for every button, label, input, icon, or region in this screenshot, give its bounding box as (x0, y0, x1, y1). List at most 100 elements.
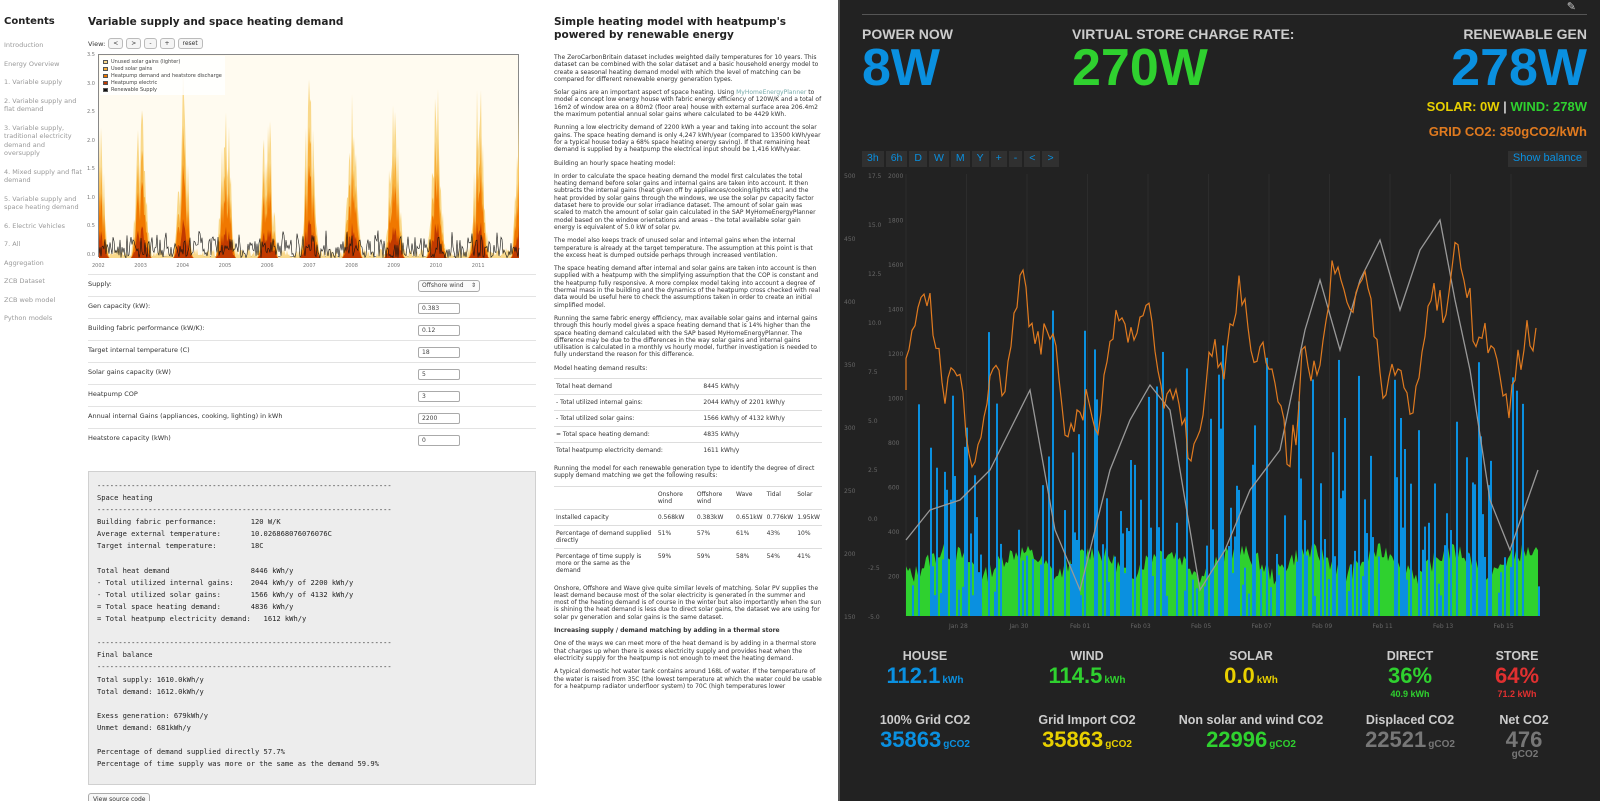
house-demand-bar (1444, 545, 1446, 616)
sidebar-item[interactable]: ZCB Dataset (4, 277, 45, 285)
form-row: Annual internal Gains (appliances, cooki… (88, 406, 536, 428)
sidebar-item[interactable]: 7. All (4, 240, 21, 248)
table-cell: 43% (764, 524, 796, 549)
model-inputs: Supply: Offshore wind ⇕ Gen capacity (kW): 0… (88, 274, 536, 450)
view-button[interactable]: > (126, 38, 142, 49)
stat-value: 64% (1467, 663, 1567, 689)
house-demand-bar (1124, 573, 1126, 616)
house-demand-bar (1232, 573, 1234, 616)
view-source-button[interactable]: View source code (88, 793, 151, 801)
house-demand-bar (1422, 549, 1424, 616)
table-cell: 51% (655, 524, 695, 549)
timeseries-chart[interactable] (98, 54, 520, 259)
house-demand-bar (1148, 396, 1150, 616)
legend-swatch (103, 80, 108, 85)
view-button[interactable]: + (159, 38, 175, 49)
time-button[interactable]: < (1024, 151, 1041, 167)
sidebar-item[interactable]: Aggregation (4, 258, 44, 267)
house-demand-bar (1324, 539, 1326, 616)
x-tick-label: Feb 11 (1373, 623, 1393, 630)
time-button[interactable]: W (928, 151, 949, 167)
form-input[interactable]: 3 (418, 391, 460, 402)
stat-store: STORE 64% 71.2 kWh (1467, 649, 1567, 699)
sidebar-item[interactable]: 5. Variable supply and space heating dem… (4, 194, 79, 212)
view-button[interactable]: - (144, 38, 157, 49)
sidebar-item[interactable]: 4. Mixed supply and flat demand (4, 167, 82, 185)
x-tick-label: 2008 (345, 263, 358, 269)
time-button[interactable]: Y (971, 151, 989, 167)
legend-label: Heatpump demand and heatstore discharge (111, 72, 222, 79)
time-button[interactable]: M (950, 151, 970, 167)
sidebar-item[interactable]: 6. Electric Vehicles (4, 221, 66, 230)
axis-label: 1400 (888, 307, 903, 314)
house-demand-bar (1220, 428, 1222, 616)
sidebar-item[interactable]: Introduction (4, 41, 44, 49)
view-controls: View: < > - + reset (88, 38, 203, 49)
article-paragraph: Running a low electricity demand of 2200… (554, 124, 821, 154)
stat-number: 112.1 (886, 663, 941, 688)
house-demand-bar (1130, 460, 1132, 616)
form-input[interactable]: 0.12 (418, 325, 460, 336)
house-demand-bar (1276, 553, 1278, 616)
table-cell: 10% (795, 524, 822, 549)
house-demand-bar (1396, 477, 1398, 616)
house-demand-bar (1278, 575, 1280, 616)
house-demand-bar (1270, 587, 1272, 616)
legend-item: Unused solar gains (lighter) (103, 58, 222, 65)
table-cell: Installed capacity (554, 508, 656, 526)
form-input[interactable]: 18 (418, 347, 460, 358)
time-button[interactable]: - (1008, 151, 1023, 167)
house-demand-bar (1354, 550, 1356, 616)
stat-number: 22996 (1206, 727, 1268, 752)
stat-number: 36% (1387, 663, 1433, 688)
time-button[interactable]: > (1042, 151, 1059, 167)
time-button[interactable]: + (990, 151, 1007, 167)
time-button[interactable]: D (909, 151, 927, 167)
time-button[interactable]: 3h (862, 151, 884, 167)
time-button[interactable]: 6h (885, 151, 908, 167)
house-demand-bar (1126, 527, 1128, 616)
sidebar-item[interactable]: ZCB web model (4, 295, 56, 304)
form-input[interactable]: 5 (418, 369, 460, 380)
stat-value: 22996 gCO2 (1171, 727, 1331, 753)
x-tick-label: Feb 13 (1433, 623, 1453, 630)
house-demand-bar (1370, 455, 1372, 616)
axis-label: 1600 (888, 262, 903, 269)
house-demand-bar (1298, 401, 1300, 616)
myhomeenergyplanner-link[interactable]: MyHomeEnergyPlanner (736, 89, 807, 97)
form-input[interactable]: 2200 (418, 413, 460, 424)
energy-graph[interactable]: 500 450 400 350 300 250 200 150 17.5 15.0 12.5 10.0… (840, 170, 1600, 640)
house-demand-bar (1164, 558, 1166, 616)
axis-label: 200 (888, 574, 900, 581)
house-demand-bar (1404, 449, 1406, 616)
sidebar-item[interactable]: Energy Overview (4, 59, 60, 68)
power-now-value: 8W (862, 39, 940, 97)
house-demand-bar (1076, 539, 1078, 616)
x-tick-label: 2006 (260, 263, 274, 269)
x-tick-label: Feb 09 (1312, 623, 1332, 630)
table-row: Total heatpump electricity demand: 1611 k… (554, 442, 822, 458)
y-tick-label: 1.5 (87, 166, 95, 172)
x-tick-label: 2007 (303, 263, 316, 269)
form-input[interactable]: 0.383 (418, 303, 460, 314)
house-demand-bar (1120, 511, 1122, 616)
house-demand-bar (1134, 464, 1136, 616)
house-demand-bar (1424, 526, 1426, 616)
sidebar-item[interactable]: Python models (4, 314, 53, 322)
house-demand-bar (988, 332, 990, 616)
table-cell: 2044 kWh/y of 2201 kWh/y (701, 393, 822, 411)
sidebar-item[interactable]: 2. Variable supply and flat demand (4, 96, 77, 114)
show-balance-button[interactable]: Show balance (1507, 151, 1587, 167)
article-paragraph: In order to calculate the space heating … (554, 172, 816, 231)
sidebar-item[interactable]: 1. Variable supply (4, 78, 63, 86)
axis-label: 450 (844, 236, 856, 243)
view-button[interactable]: reset (177, 38, 203, 49)
settings-icon[interactable]: ✎ (1566, 0, 1576, 13)
supply-select[interactable]: Offshore wind ⇕ (418, 280, 480, 292)
sidebar-item[interactable]: 3. Variable supply, traditional electric… (4, 123, 72, 158)
view-button[interactable]: < (108, 38, 124, 49)
form-row: Solar gains capacity (kW) 5 (88, 362, 536, 384)
form-label: Solar gains capacity (kW) (88, 368, 171, 376)
axis-label: -5.0 (868, 614, 880, 621)
form-input[interactable]: 0 (418, 435, 460, 446)
